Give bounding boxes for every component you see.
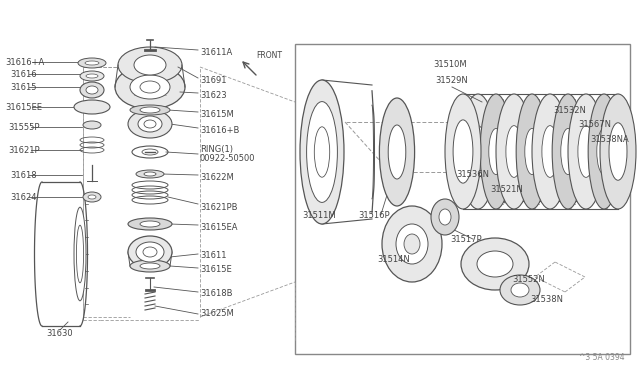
Text: 31538NA: 31538NA (590, 135, 628, 144)
Text: 31517P: 31517P (450, 234, 482, 244)
Ellipse shape (83, 121, 101, 129)
Ellipse shape (144, 172, 156, 176)
Text: 31615EE: 31615EE (5, 103, 42, 112)
Ellipse shape (80, 82, 104, 98)
Ellipse shape (552, 94, 584, 209)
Ellipse shape (396, 224, 428, 264)
Ellipse shape (578, 126, 594, 177)
Ellipse shape (431, 199, 459, 235)
Text: 31514N: 31514N (377, 256, 410, 264)
Bar (295, 44, 630, 354)
Ellipse shape (307, 102, 337, 202)
Text: 31691: 31691 (200, 76, 227, 84)
Text: 31623: 31623 (200, 90, 227, 99)
Text: FRONT: FRONT (256, 51, 282, 60)
Ellipse shape (496, 94, 532, 209)
Text: 31625M: 31625M (200, 310, 234, 318)
Ellipse shape (506, 126, 522, 177)
Text: 00922-50500: 00922-50500 (200, 154, 255, 163)
Text: 31630: 31630 (47, 330, 74, 339)
Ellipse shape (489, 128, 503, 174)
Text: 31618B: 31618B (200, 289, 232, 298)
Ellipse shape (128, 110, 172, 138)
Text: 31552N: 31552N (512, 275, 545, 283)
Text: 31615EA: 31615EA (200, 222, 237, 231)
Text: 31615E: 31615E (200, 266, 232, 275)
Ellipse shape (588, 94, 620, 209)
Ellipse shape (85, 61, 99, 65)
Ellipse shape (461, 238, 529, 290)
Ellipse shape (477, 251, 513, 277)
Ellipse shape (86, 86, 98, 94)
Ellipse shape (439, 209, 451, 225)
Text: 31510M: 31510M (433, 60, 467, 68)
Ellipse shape (568, 94, 604, 209)
Ellipse shape (130, 260, 170, 272)
Ellipse shape (609, 123, 627, 180)
Ellipse shape (445, 94, 481, 209)
Ellipse shape (115, 65, 185, 109)
Ellipse shape (130, 105, 170, 115)
Text: 31624: 31624 (10, 192, 36, 202)
Ellipse shape (140, 107, 160, 113)
Text: 31532N: 31532N (553, 106, 586, 115)
Text: 31521N: 31521N (490, 185, 523, 193)
Ellipse shape (453, 120, 473, 183)
Ellipse shape (118, 47, 182, 83)
Ellipse shape (136, 170, 164, 178)
Text: 31616+B: 31616+B (200, 125, 239, 135)
Text: 31567N: 31567N (578, 119, 611, 128)
Ellipse shape (74, 100, 110, 114)
Ellipse shape (388, 125, 406, 179)
Ellipse shape (511, 283, 529, 297)
Ellipse shape (380, 98, 415, 206)
Text: 31615M: 31615M (200, 109, 234, 119)
Ellipse shape (140, 221, 160, 227)
Ellipse shape (382, 206, 442, 282)
Text: 31622M: 31622M (200, 173, 234, 182)
Ellipse shape (136, 242, 164, 262)
Text: 31536N: 31536N (456, 170, 489, 179)
Text: 31529N: 31529N (436, 76, 468, 84)
Ellipse shape (74, 207, 86, 301)
Ellipse shape (404, 234, 420, 254)
Ellipse shape (80, 71, 104, 81)
Ellipse shape (88, 195, 96, 199)
Text: 31618: 31618 (10, 170, 36, 180)
Ellipse shape (480, 94, 512, 209)
Ellipse shape (525, 128, 539, 174)
Ellipse shape (300, 80, 344, 224)
Text: 31538N: 31538N (530, 295, 563, 305)
Ellipse shape (516, 94, 548, 209)
Ellipse shape (138, 116, 162, 132)
Text: 31611: 31611 (200, 251, 227, 260)
Text: 31616+A: 31616+A (5, 58, 44, 67)
Text: 31611A: 31611A (200, 48, 232, 57)
Text: 31615: 31615 (10, 83, 36, 92)
Ellipse shape (78, 58, 106, 68)
Ellipse shape (86, 74, 98, 78)
Text: ^3 5A 0394: ^3 5A 0394 (579, 353, 625, 362)
Ellipse shape (561, 128, 575, 174)
Text: 31621PB: 31621PB (200, 202, 237, 212)
Text: 31616: 31616 (10, 70, 36, 78)
Ellipse shape (532, 94, 568, 209)
Text: 31555P: 31555P (8, 122, 40, 131)
Ellipse shape (500, 275, 540, 305)
Ellipse shape (134, 55, 166, 75)
Ellipse shape (470, 126, 486, 177)
Text: 31621P: 31621P (8, 145, 40, 154)
Ellipse shape (600, 94, 636, 209)
Ellipse shape (128, 218, 172, 230)
Ellipse shape (596, 128, 611, 174)
Ellipse shape (128, 236, 172, 268)
Text: RING(1): RING(1) (200, 144, 233, 154)
Ellipse shape (140, 263, 160, 269)
Ellipse shape (83, 192, 101, 202)
Ellipse shape (542, 126, 558, 177)
Ellipse shape (130, 75, 170, 99)
Ellipse shape (460, 94, 496, 209)
Text: 31511M: 31511M (302, 211, 335, 219)
Text: 31516P: 31516P (358, 211, 390, 219)
